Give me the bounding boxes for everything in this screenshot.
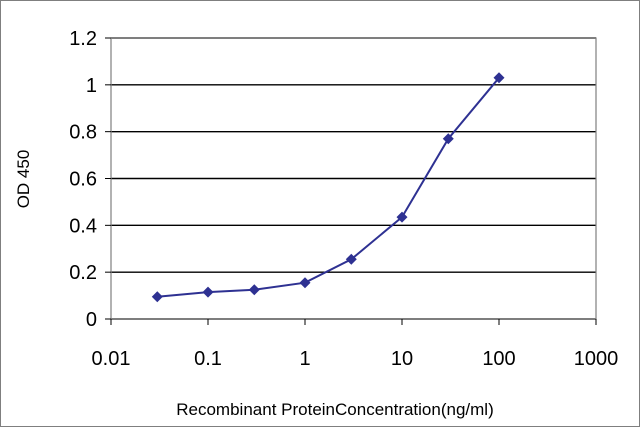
- y-tick-label: 0.6: [69, 169, 97, 191]
- data-point-marker: [396, 211, 408, 223]
- x-axis-title: Recombinant ProteinConcentration(ng/ml): [176, 400, 494, 419]
- data-point-marker: [442, 133, 454, 145]
- y-axis: 0 0.2 0.4 0.6 0.8 1 1.2: [69, 28, 111, 331]
- x-tick-label: 1: [299, 348, 310, 370]
- data-point-marker: [151, 291, 163, 303]
- data-point-marker: [299, 277, 311, 289]
- data-point-marker: [248, 284, 260, 296]
- x-tick-label: 10: [391, 348, 413, 370]
- y-tick-label: 0: [86, 309, 97, 331]
- x-tick-label: 0.01: [92, 348, 131, 370]
- y-tick-label: 0.8: [69, 122, 97, 144]
- x-tick-label: 0.1: [194, 348, 222, 370]
- x-axis: 0.01 0.1 1 10 100 1000: [92, 319, 619, 370]
- data-point-marker: [202, 286, 214, 298]
- y-tick-label: 1.2: [69, 28, 97, 50]
- y-tick-label: 1: [86, 75, 97, 97]
- y-tick-label: 0.4: [69, 215, 97, 237]
- series-markers: [151, 72, 505, 303]
- y-tick-label: 0.2: [69, 262, 97, 284]
- x-tick-label: 100: [482, 348, 515, 370]
- data-point-marker: [345, 253, 357, 265]
- data-point-marker: [493, 72, 505, 84]
- grid-lines: [111, 37, 596, 320]
- x-tick-label: 1000: [574, 348, 619, 370]
- series-line: [157, 77, 500, 298]
- y-axis-title: OD 450: [14, 150, 33, 209]
